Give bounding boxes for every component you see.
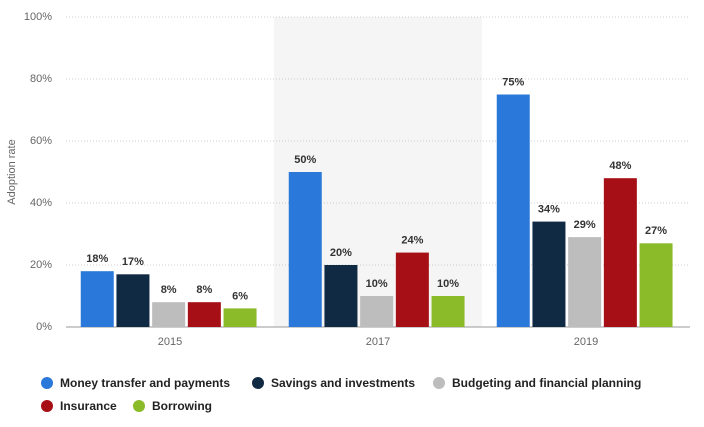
bar	[80, 271, 114, 327]
value-label: 48%	[609, 160, 631, 172]
value-label: 8%	[161, 284, 177, 296]
bar	[395, 252, 429, 327]
legend-marker	[133, 400, 145, 412]
bar	[568, 237, 602, 327]
y-tick-label: 0%	[36, 321, 52, 333]
bar	[639, 243, 673, 327]
value-label: 34%	[538, 204, 560, 216]
legend-label: Savings and investments	[271, 376, 415, 390]
bar	[532, 221, 566, 327]
value-label: 8%	[196, 284, 212, 296]
legend-marker	[41, 377, 53, 389]
x-tick-label: 2017	[366, 336, 390, 348]
value-label: 24%	[401, 235, 423, 247]
bar	[223, 308, 257, 327]
value-label: 75%	[502, 76, 524, 88]
value-label: 27%	[645, 225, 667, 237]
x-tick-label: 2019	[574, 336, 598, 348]
legend-marker	[252, 377, 264, 389]
y-axis-label: Adoption rate	[6, 139, 18, 204]
bar	[431, 296, 465, 327]
bar	[116, 274, 150, 327]
bar	[360, 296, 394, 327]
value-label: 10%	[366, 278, 388, 290]
legend-label: Money transfer and payments	[60, 376, 230, 390]
y-tick-label: 20%	[30, 259, 52, 271]
y-tick-label: 80%	[30, 73, 52, 85]
value-label: 50%	[294, 154, 316, 166]
bar	[187, 302, 221, 327]
bar	[324, 265, 358, 327]
legend-label: Borrowing	[152, 399, 212, 413]
legend-label: Budgeting and financial planning	[452, 376, 641, 390]
value-label: 29%	[574, 219, 596, 231]
legend-marker	[41, 400, 53, 412]
bar	[152, 302, 186, 327]
value-label: 6%	[232, 290, 248, 302]
y-tick-label: 60%	[30, 135, 52, 147]
value-label: 20%	[330, 247, 352, 259]
x-tick-label: 2015	[158, 336, 182, 348]
value-label: 18%	[86, 253, 108, 265]
bar	[603, 178, 637, 327]
bar	[496, 94, 530, 327]
y-tick-label: 100%	[24, 11, 52, 23]
legend-marker	[433, 377, 445, 389]
bar	[288, 172, 322, 327]
legend-label: Insurance	[60, 399, 117, 413]
y-tick-label: 40%	[30, 197, 52, 209]
value-label: 17%	[122, 256, 144, 268]
value-label: 10%	[437, 278, 459, 290]
